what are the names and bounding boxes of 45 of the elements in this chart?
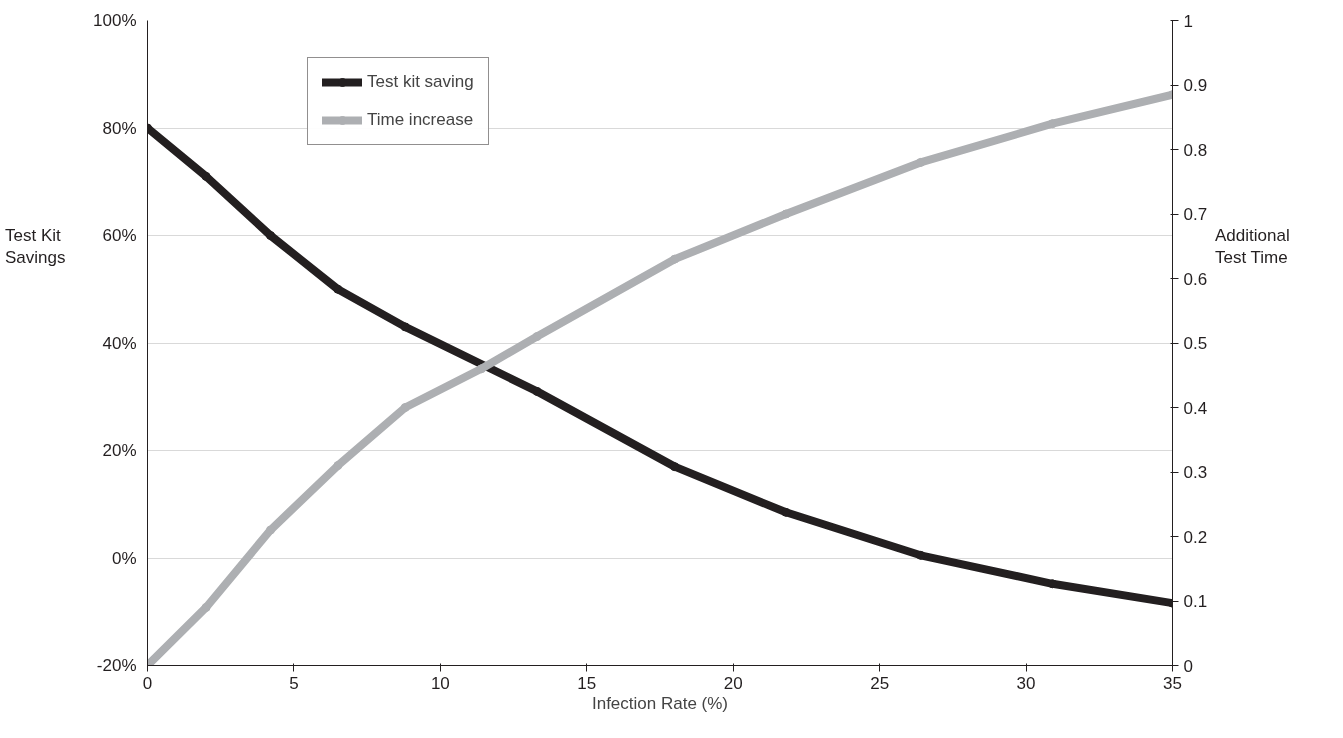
- point: [266, 231, 275, 240]
- y-tick-label: 60%: [102, 226, 137, 245]
- y-tick-label: 0%: [111, 548, 137, 568]
- x-tick-label: 10: [430, 673, 450, 693]
- point: [266, 525, 275, 535]
- point: [532, 386, 542, 396]
- point: [400, 403, 410, 412]
- y-tick-label: 40%: [102, 333, 137, 353]
- y2-tick-label: 0.8: [1183, 140, 1208, 160]
- x-tick-label: 5: [289, 673, 299, 693]
- y2-tick-label: 0.6: [1183, 269, 1208, 289]
- point: [670, 462, 680, 472]
- x-tick-label: 35: [1163, 673, 1182, 693]
- x-tick-label: 20: [723, 673, 743, 693]
- y-axis-title: Test Kit Savings: [5, 225, 67, 270]
- y2-tick-label: 0.3: [1183, 463, 1208, 482]
- point: [532, 332, 542, 342]
- y2-tick-label: 0: [1183, 656, 1193, 676]
- point: [201, 602, 211, 612]
- y-tick-label: 100%: [93, 11, 137, 30]
- x-axis-title: Infection Rate (%): [591, 693, 729, 713]
- point: [400, 322, 410, 332]
- y-tick-label: 20%: [102, 441, 137, 460]
- point: [476, 364, 486, 374]
- point: [781, 507, 791, 517]
- y2-tick-label: 0.1: [1183, 592, 1208, 611]
- y2-tick-label: 0.2: [1183, 527, 1208, 547]
- x-tick-label: 0: [142, 673, 153, 693]
- y2-tick-label: 0.7: [1183, 205, 1208, 224]
- y2-tick-label: 0.5: [1183, 334, 1208, 353]
- point: [333, 284, 343, 294]
- y2-tick-label: 1: [1183, 11, 1193, 31]
- point: [670, 254, 680, 264]
- point: [333, 461, 343, 471]
- legend-label: Test kit saving: [367, 72, 474, 92]
- point: [201, 171, 211, 181]
- legend-label: Time increase: [367, 110, 474, 130]
- y2-axis-title: Additional Test Time: [1215, 225, 1291, 270]
- y2-tick-label: 0.9: [1183, 76, 1208, 95]
- x-tick-label: 25: [870, 673, 890, 693]
- y2-tick-label: 0.4: [1183, 398, 1208, 418]
- y-tick-label: 80%: [102, 118, 137, 138]
- x-tick-label: 15: [577, 673, 597, 693]
- x-tick-label: 30: [1016, 673, 1036, 693]
- y-tick-label: -20%: [96, 656, 137, 675]
